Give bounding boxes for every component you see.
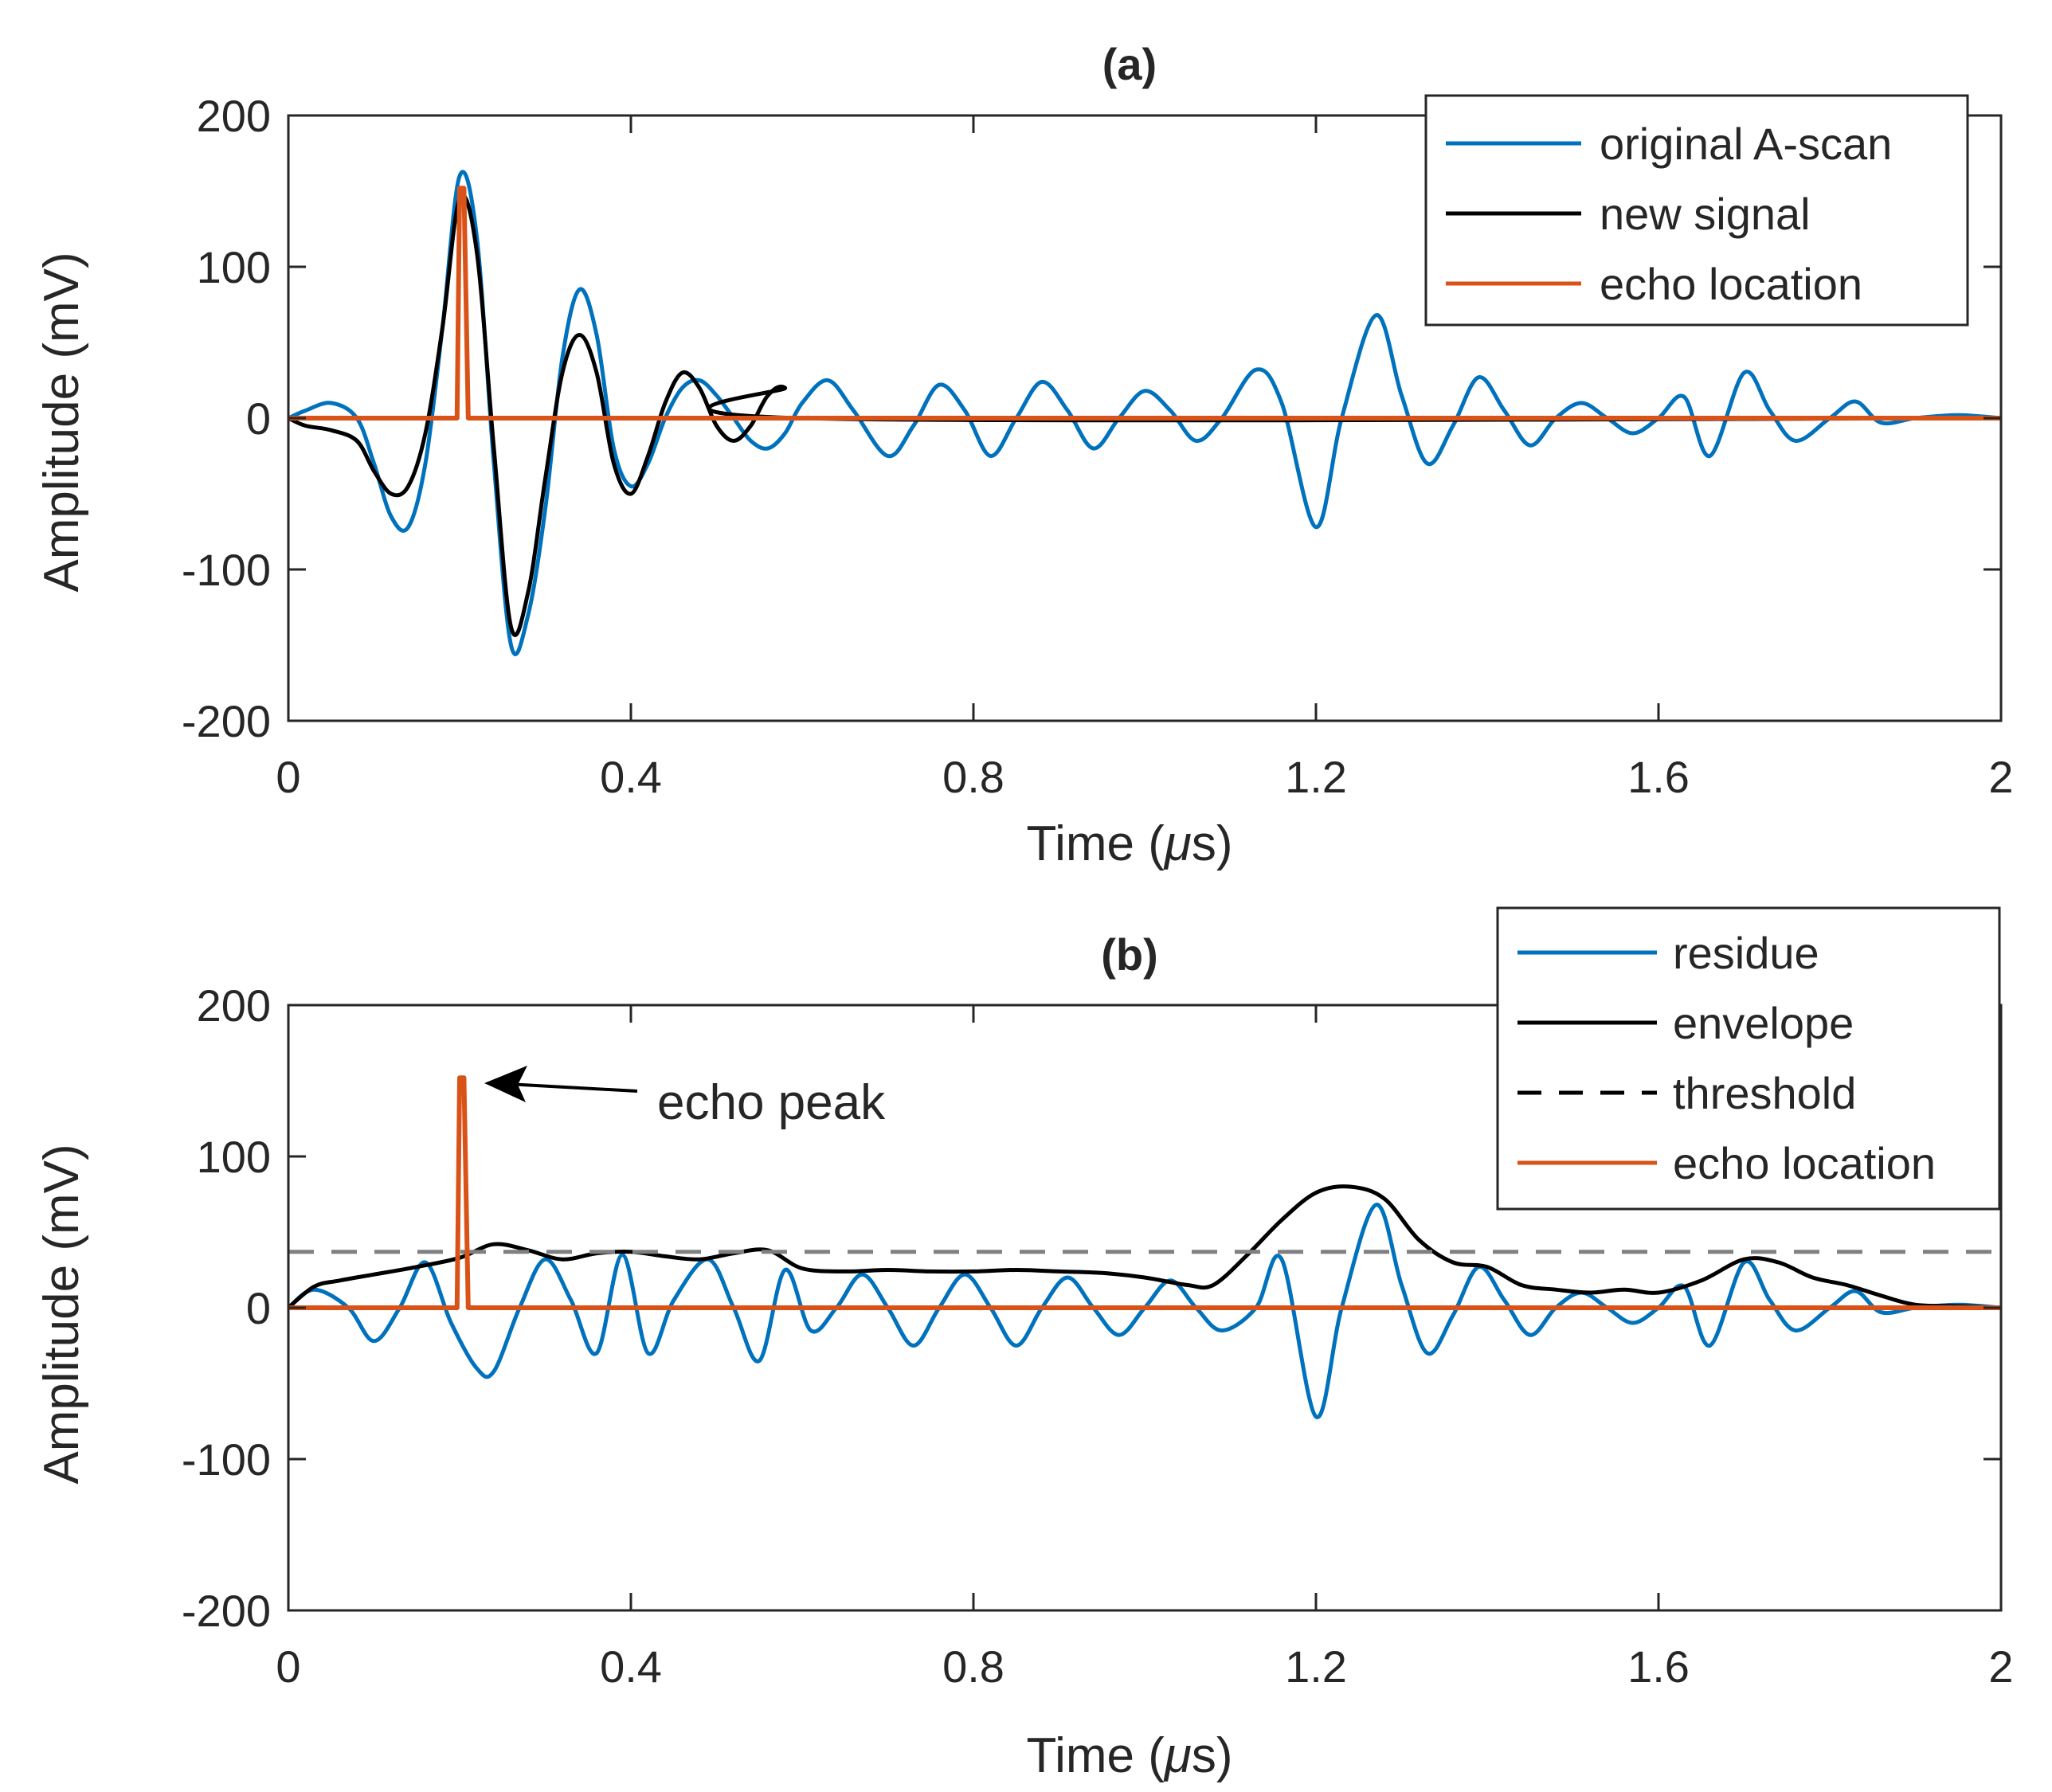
panel-a-series-new-signal (288, 193, 2001, 637)
panel-a-xtick-label: 0.4 (600, 752, 662, 802)
panel-b-ylabel: Amplitude (mV) (34, 1144, 89, 1484)
panel-b-xtick-label: 0.8 (942, 1641, 1004, 1692)
panel-a-plot-area: 0 0.4 0.8 1.2 1.6 2 -200 -100 0 100 200 (182, 91, 2014, 802)
panel-a-series (288, 170, 2001, 656)
panel-b-series-envelope (288, 1184, 2001, 1310)
echo-peak-arrow (484, 1066, 638, 1102)
panel-a-ytick-label: 200 (197, 91, 271, 141)
panel-a-legend-label-echo: echo location (1600, 259, 1862, 309)
panel-b-xtick-label: 1.6 (1627, 1641, 1690, 1692)
panel-a-legend-box (1424, 94, 1969, 327)
panel-a-series-echo-location (288, 186, 2001, 421)
panel-b-ytick-label: -200 (182, 1586, 271, 1636)
panel-a-legend-label-original: original A-scan (1600, 119, 1892, 169)
panel-b-legend-label-echo: echo location (1673, 1138, 1936, 1188)
panel-b-xtick-label: 0 (276, 1641, 300, 1692)
panel-b-xlabel: Time (μs) (1027, 1728, 1233, 1783)
panel-b-series-residue (288, 1203, 2001, 1419)
panel-b-legend: residue envelope threshold echo location (1496, 906, 2001, 1211)
panel-a-legend-label-new-signal: new signal (1600, 189, 1811, 239)
panel-a-ytick-label: -200 (182, 696, 271, 746)
panel-b-ytick-label: -100 (182, 1434, 271, 1485)
panel-b-xtick-label: 0.4 (600, 1641, 662, 1692)
panel-a-xtick-label: 1.6 (1627, 752, 1690, 802)
panel-a-xtick-label: 0 (276, 752, 300, 802)
panel-a-xtick-label: 0.8 (942, 752, 1004, 802)
panel-b-legend-box (1496, 906, 2001, 1211)
panel-b-series-echo-location (288, 1075, 2001, 1310)
panel-b-series (288, 1075, 2001, 1419)
panel-b-title: (b) (1101, 929, 1158, 980)
panel-b-ytick-label: 0 (246, 1283, 271, 1333)
panel-a-xtick-label: 2 (1988, 752, 2013, 802)
panel-b-ytick-label: 100 (197, 1132, 271, 1182)
panel-b-xtick-label: 1.2 (1285, 1641, 1347, 1692)
panel-b-xtick-label: 2 (1988, 1641, 2013, 1692)
panel-a-xtick-label: 1.2 (1285, 752, 1347, 802)
panel-b-plot-area: 0 0.4 0.8 1.2 1.6 2 -200 -100 0 100 200 (182, 980, 2014, 1692)
echo-peak-arrow-head (484, 1066, 527, 1102)
panel-a-ytick-label: 100 (197, 242, 271, 292)
panel-a: (a) 0 0.4 0.8 1.2 1.6 2 -200 -100 0 100 200 Time (… (34, 39, 2014, 871)
panel-a-ytick-label: 0 (246, 393, 271, 444)
panel-b: (b) 0 0.4 0.8 1.2 1.6 2 -200 -100 0 100 200 Time (… (34, 906, 2014, 1783)
panel-b-legend-label-envelope: envelope (1673, 998, 1854, 1048)
panel-a-title: (a) (1102, 39, 1157, 89)
echo-peak-annotation: echo peak (657, 1075, 886, 1130)
panel-b-legend-label-threshold: threshold (1673, 1068, 1856, 1118)
panel-a-ytick-label: -100 (182, 545, 271, 595)
panel-a-legend: original A-scan new signal echo location (1424, 94, 1969, 327)
panel-b-legend-label-residue: residue (1673, 928, 1819, 978)
panel-b-ytick-label: 200 (197, 980, 271, 1031)
panel-a-xlabel: Time (μs) (1027, 816, 1233, 871)
panel-a-ylabel: Amplitude (mV) (34, 252, 89, 592)
